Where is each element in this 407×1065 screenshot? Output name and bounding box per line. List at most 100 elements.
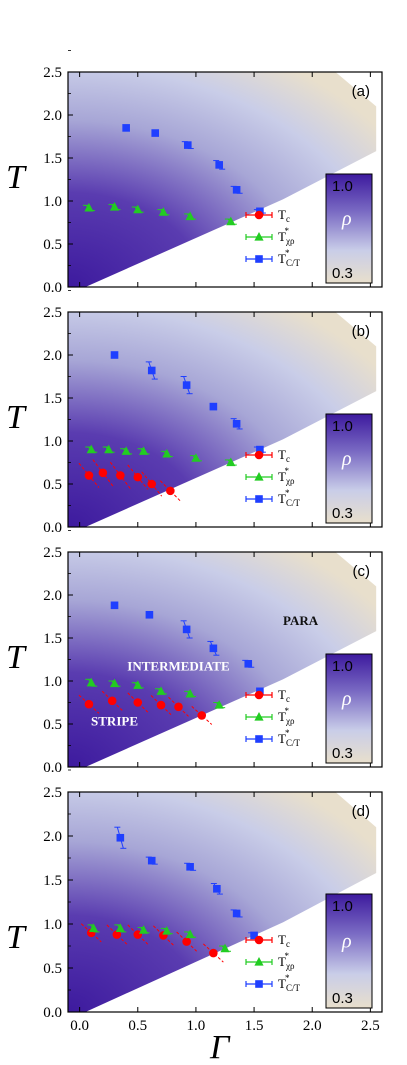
panel-label: (c) (353, 563, 371, 580)
error-bar (203, 943, 224, 963)
data-point (110, 351, 119, 359)
x-tick-label: 0.0 (70, 1018, 89, 1034)
data-point (151, 129, 160, 137)
data-point (197, 711, 207, 720)
data-point (84, 699, 94, 709)
data-point (147, 366, 156, 375)
colorbar-min-label: 0.3 (332, 505, 353, 522)
y-tick-label: 2.5 (43, 785, 62, 801)
legend-entry: Tχρ* (278, 226, 295, 246)
data-point (156, 686, 166, 695)
data-point (209, 948, 218, 958)
legend: Tc Tχρ* TC/T* (245, 687, 300, 748)
x-tick-label: 1.5 (245, 1018, 264, 1034)
legend-entry: TC/T* (278, 973, 300, 993)
y-tick-label: 0.0 (43, 1005, 62, 1021)
x-tick-label: 1.0 (187, 1018, 206, 1034)
series-circle (80, 923, 224, 963)
error-bar (80, 923, 102, 943)
data-point (244, 660, 253, 668)
legend-entry: Tχρ* (278, 951, 295, 971)
data-point (182, 625, 191, 634)
x-tick-label: 2.5 (361, 1018, 380, 1034)
phase-region-label: PARA (283, 613, 319, 628)
colorbar-gradient (325, 173, 373, 284)
data-point (88, 923, 99, 932)
data-point (182, 381, 191, 389)
y-tick-label: 2.5 (43, 65, 62, 81)
data-point (133, 472, 143, 482)
panel-label: (d) (352, 803, 370, 820)
data-point (133, 698, 143, 707)
data-point (254, 935, 264, 945)
colorbar-max-label: 1.0 (332, 418, 353, 435)
data-point (232, 186, 241, 194)
series-circle (78, 690, 213, 725)
chart-panel: 0.0 0.5 1.0 1.5 2.0 2.5 (b) Tc Tχρ* TC/T* 1.0 ρ 0.3 (43, 290, 383, 536)
data-point (254, 472, 264, 481)
data-point (162, 926, 172, 935)
data-point (256, 445, 264, 454)
legend-entry: Tc (278, 687, 290, 704)
legend-entry: TC/T* (278, 248, 300, 268)
legend-entry: TC/T* (278, 728, 300, 748)
colorbar-gradient (325, 653, 373, 764)
colorbar-label: ρ (341, 448, 352, 470)
series-square (114, 826, 261, 940)
y-tick-label: 1.0 (43, 434, 62, 450)
series-triangle (82, 202, 237, 226)
phase-region-label: INTERMEDIATE (127, 659, 229, 674)
phase-region-label: STRIPE (91, 714, 138, 729)
data-point (232, 420, 241, 428)
data-point (250, 931, 258, 940)
data-point (162, 448, 172, 458)
series-triangle (85, 444, 237, 467)
y-tick-label: 2.0 (43, 348, 62, 364)
data-point (86, 444, 96, 454)
colorbar: 1.0 ρ 0.3 (325, 173, 373, 284)
chart-panel: 0.0 0.5 1.0 1.5 2.0 2.5 0.0 0.5 1.0 1.5 2.0 2.5 (d) T… (43, 769, 383, 1034)
y-tick-label: 2.0 (43, 108, 62, 124)
legend-entry: TC/T* (278, 488, 300, 508)
chart-panel: 0.0 0.5 1.0 1.5 2.0 2.5 (a) Tc Tχρ* TC/T* 1.0 ρ 0.3 (43, 50, 383, 296)
data-point (183, 141, 192, 149)
y-tick-label: 1.5 (43, 631, 62, 647)
series-circle (78, 459, 181, 502)
legend: Tc Tχρ* TC/T* (245, 932, 300, 993)
data-point (220, 943, 230, 953)
legend-entry: Tc (278, 932, 290, 949)
legend: Tc Tχρ* TC/T* (245, 447, 300, 508)
colorbar-max-label: 1.0 (332, 898, 353, 915)
colorbar-max-label: 1.0 (332, 178, 353, 195)
data-point (116, 471, 125, 480)
data-point (254, 712, 264, 721)
data-point (109, 678, 120, 688)
y-tick-label: 1.0 (43, 674, 62, 690)
data-point (98, 468, 108, 478)
data-point (109, 202, 120, 211)
colorbar-min-label: 0.3 (332, 990, 353, 1007)
colorbar-label: ρ (341, 208, 352, 230)
y-tick-label: 1.0 (43, 917, 62, 933)
y-tick-label: 0.0 (43, 760, 62, 776)
colorbar: 1.0 ρ 0.3 (325, 893, 373, 1009)
y-tick-label: 0.5 (43, 961, 62, 977)
data-point (122, 124, 130, 132)
data-point (185, 929, 195, 939)
data-point (186, 863, 194, 871)
data-point (158, 207, 168, 216)
data-point (254, 690, 264, 700)
series-square (110, 351, 266, 454)
y-axis-label: T (6, 399, 27, 436)
data-point (84, 202, 94, 212)
data-point (166, 486, 175, 496)
colorbar-label: ρ (341, 688, 352, 710)
panel-label: (b) (352, 323, 370, 340)
data-point (254, 210, 264, 220)
data-point (112, 930, 122, 939)
y-tick-label: 0.0 (43, 280, 62, 296)
colorbar-min-label: 0.3 (332, 265, 353, 282)
y-tick-label: 2.5 (43, 305, 62, 321)
series-triangle (85, 677, 226, 709)
